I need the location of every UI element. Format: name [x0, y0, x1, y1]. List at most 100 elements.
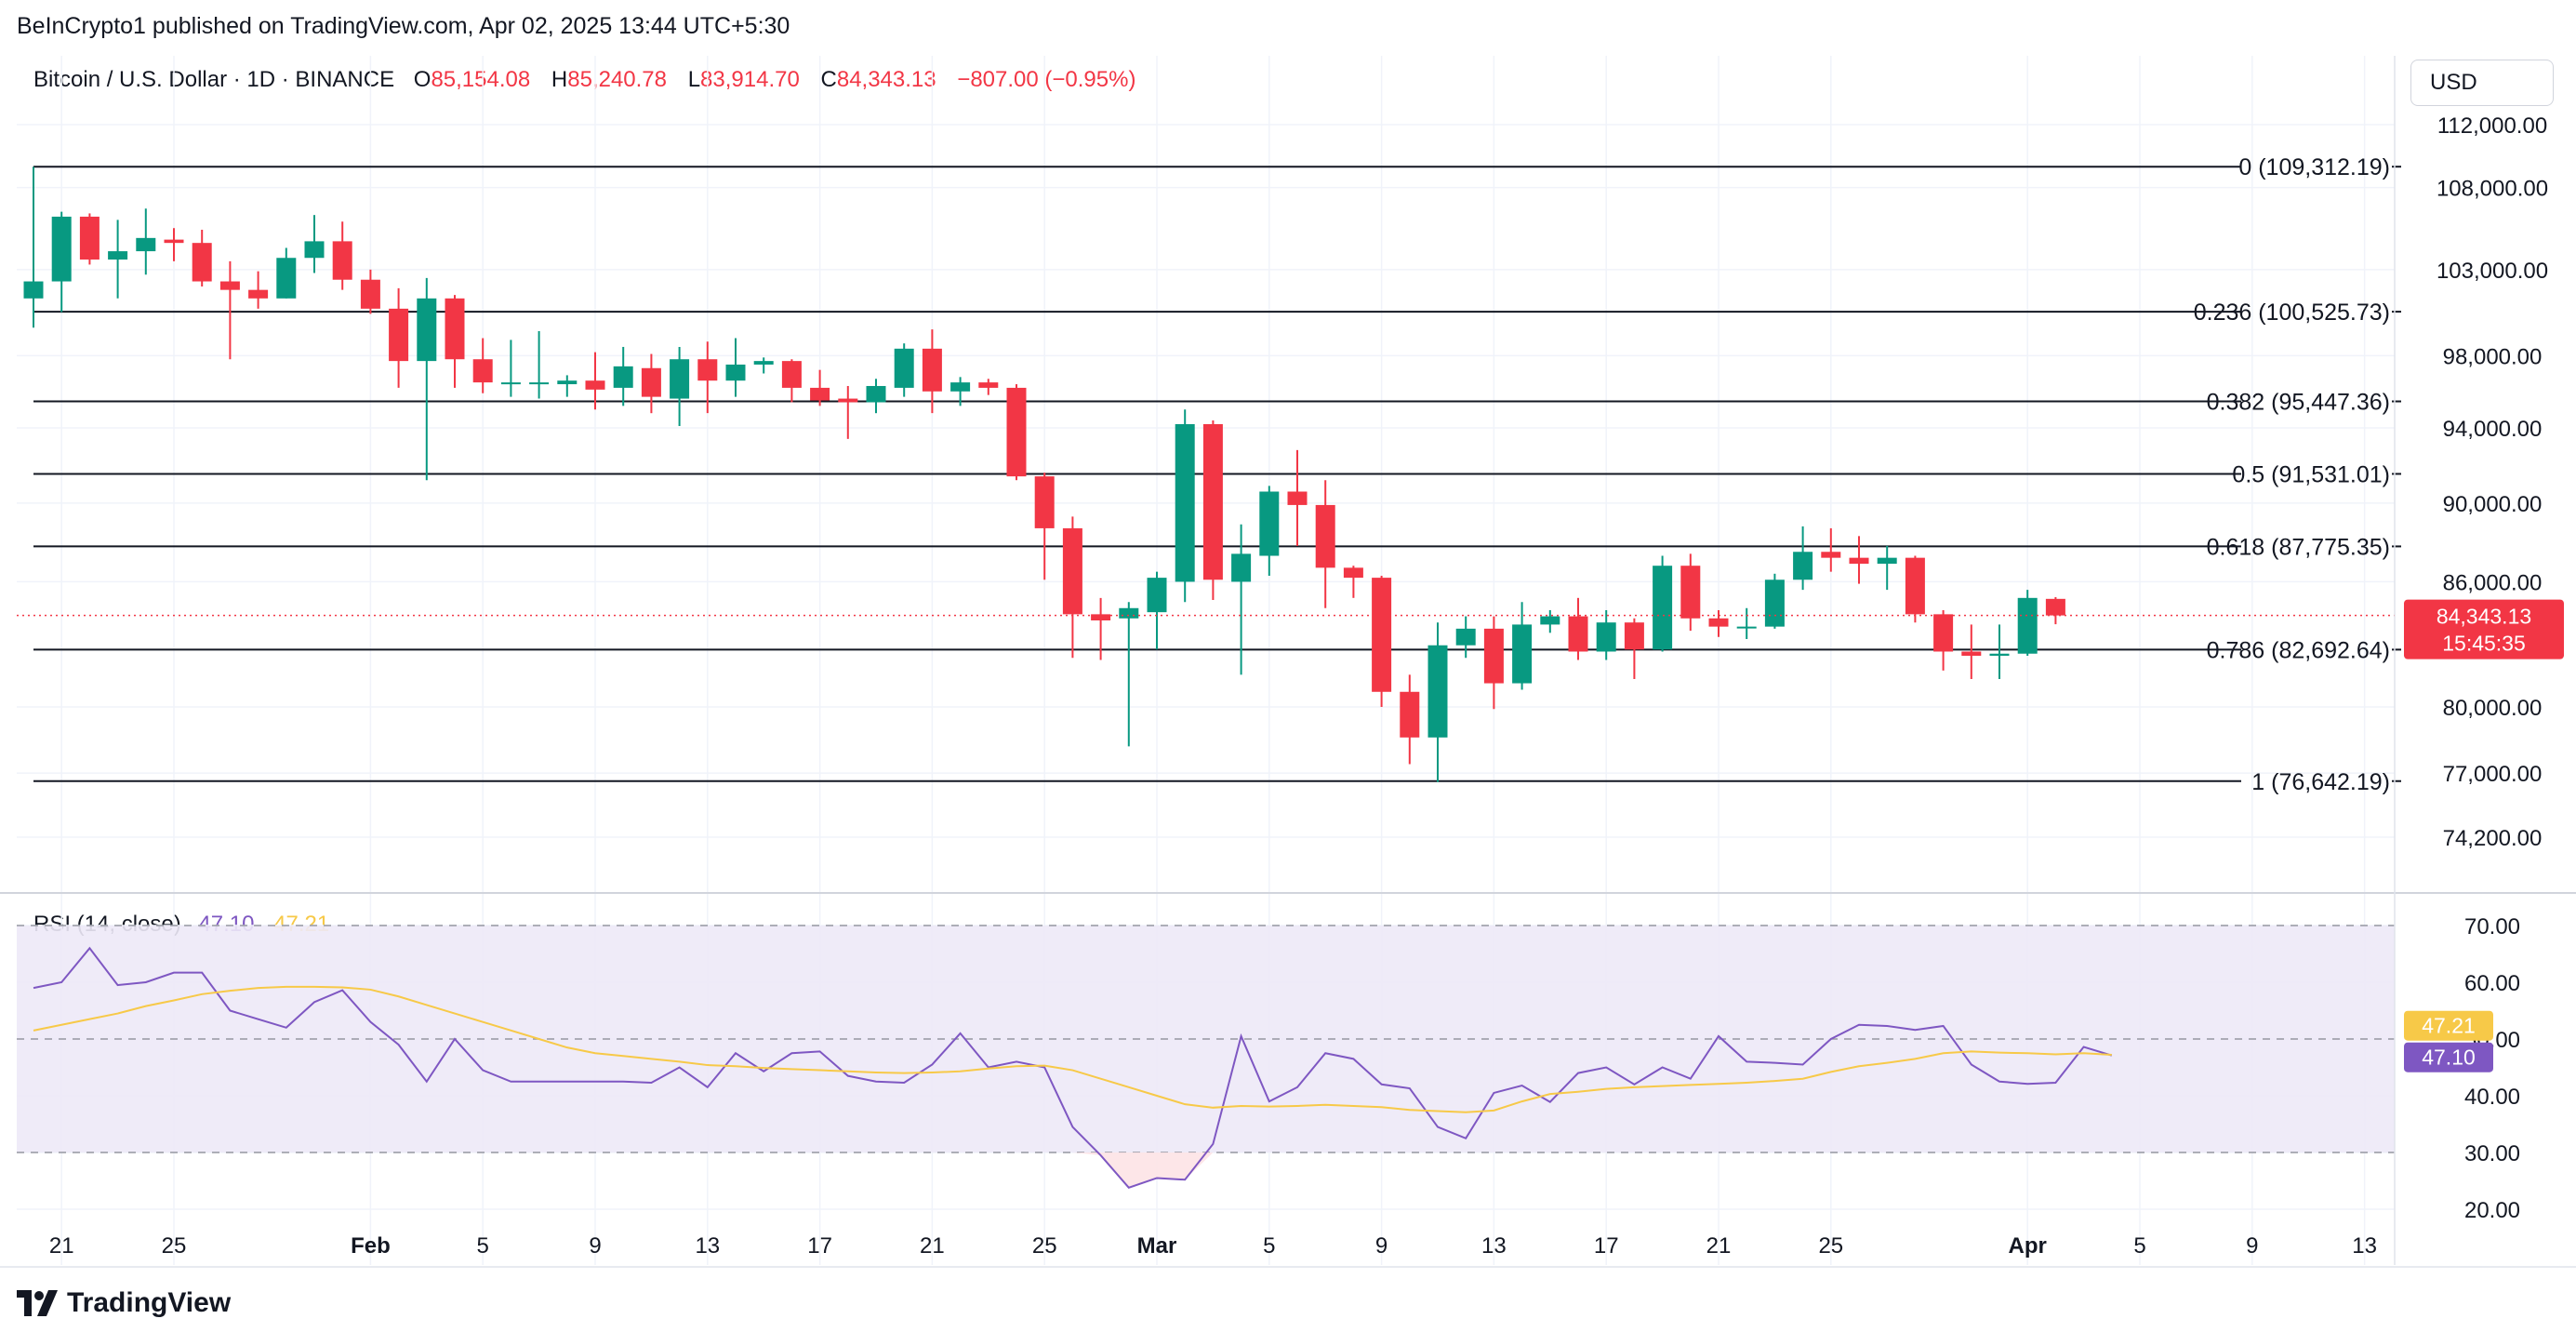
candle-body	[164, 239, 184, 244]
time-axis-label: 9	[2246, 1233, 2258, 1259]
rsi-axis-label: 30.00	[2464, 1141, 2520, 1166]
candle-body	[1793, 552, 1813, 580]
rsi-tag	[2404, 1042, 2493, 1072]
candle-body	[810, 387, 830, 401]
candle-body	[472, 359, 493, 383]
fib-level-label: 0.382 (95,447.36)	[2207, 390, 2390, 416]
candle-body	[1933, 614, 1954, 652]
candle-body	[1259, 491, 1280, 556]
time-axis-label: 5	[477, 1233, 489, 1259]
time-axis-label: 25	[1818, 1233, 1843, 1259]
fib-level-label: 0.786 (82,692.64)	[2207, 637, 2390, 663]
currency-button[interactable]: USD	[2410, 60, 2554, 106]
candle-body	[641, 367, 661, 397]
time-axis-label: 21	[920, 1233, 945, 1259]
candle-body	[894, 348, 914, 388]
time-axis-label: Apr	[2009, 1233, 2047, 1259]
candle-body	[613, 366, 633, 388]
time-axis-label: 13	[695, 1233, 720, 1259]
rsi-axis-label: 60.00	[2464, 971, 2520, 996]
price-axis-label: 98,000.00	[2443, 344, 2543, 369]
footer-brand[interactable]: TradingView	[17, 1287, 231, 1319]
candle-body	[417, 298, 437, 362]
candle-body	[1062, 527, 1082, 615]
candle-body	[529, 382, 550, 385]
price-axis-label: 80,000.00	[2443, 696, 2543, 721]
fib-level-label: 0.618 (87,775.35)	[2207, 534, 2390, 560]
candle-body	[1034, 476, 1055, 528]
price-axis-label: 94,000.00	[2443, 417, 2543, 442]
candle-body	[1427, 645, 1448, 738]
last-price-tag-value: 84,343.13	[2437, 605, 2531, 629]
low-value: 83,914.70	[700, 67, 800, 92]
candle-body	[360, 279, 380, 309]
candle-body	[1821, 552, 1841, 558]
candle-body	[500, 382, 521, 385]
candle-body	[1315, 504, 1335, 568]
candle-body	[978, 382, 999, 388]
candle-body	[1512, 624, 1533, 684]
last-price-tag-countdown: 15:45:35	[2442, 632, 2526, 656]
candle-body	[389, 308, 409, 362]
footer-brand-text: TradingView	[67, 1287, 232, 1318]
symbol-legend: Bitcoin / U.S. Dollar · 1D · BINANCE O 85…	[33, 67, 1150, 93]
candle-body	[753, 361, 774, 365]
close-value: 84,343.13	[836, 67, 936, 92]
candle-body	[219, 281, 240, 290]
candle-body	[1372, 578, 1392, 692]
rsi-axis-label: 70.00	[2464, 914, 2520, 939]
candle-body	[838, 398, 858, 403]
time-axis-label: 5	[1263, 1233, 1275, 1259]
time-axis-label: 13	[2352, 1233, 2377, 1259]
candle-body	[1877, 557, 1897, 565]
rsi-ma-line	[33, 985, 2112, 1113]
time-axis-label: 21	[1706, 1233, 1732, 1259]
candle-body	[248, 289, 269, 299]
candle-body	[866, 385, 886, 403]
time-axis-label: Mar	[1137, 1233, 1177, 1259]
fib-level-label: 1 (76,642.19)	[2251, 769, 2390, 795]
rsi-axis-label: 40.00	[2464, 1085, 2520, 1110]
price-axis-label: 112,000.00	[2437, 113, 2547, 139]
candle-body	[1736, 626, 1757, 629]
candle-body	[445, 298, 465, 360]
candle-body	[1680, 566, 1701, 619]
tradingview-logo-icon	[17, 1290, 58, 1316]
time-axis-label: 9	[589, 1233, 601, 1259]
candle-body	[1202, 423, 1223, 580]
candle-body	[192, 243, 212, 282]
candle-body	[1624, 622, 1644, 650]
candle-body	[725, 364, 746, 381]
time-axis-label: 17	[1594, 1233, 1619, 1259]
candle-body	[1905, 557, 1925, 615]
candle-body	[1287, 491, 1308, 505]
fib-level-label: 0.5 (91,531.01)	[2232, 461, 2390, 487]
candle-body	[79, 216, 100, 260]
candle-body	[1006, 387, 1027, 477]
time-axis-label: 9	[1375, 1233, 1388, 1259]
rsi-band	[17, 925, 2395, 1188]
candle-body	[108, 251, 128, 260]
candle-body	[585, 380, 605, 390]
high-value: 85,240.78	[567, 67, 668, 92]
candle-body	[332, 241, 352, 280]
candle-body	[1343, 567, 1363, 579]
candles	[17, 166, 2395, 782]
time-axis-label: 5	[2133, 1233, 2145, 1259]
candle-body	[1849, 557, 1869, 565]
rsi-ma-tag	[2404, 1010, 2493, 1041]
price-axis-label: 103,000.00	[2437, 259, 2548, 284]
open-key: O	[413, 67, 432, 92]
price-axis-label: 74,200.00	[2443, 826, 2543, 851]
fib-level-label: 0.236 (100,525.73)	[2194, 300, 2390, 326]
price-axis-label: 86,000.00	[2443, 570, 2543, 595]
candle-body	[51, 216, 72, 282]
candle-body	[1483, 628, 1504, 684]
time-axis-label: Feb	[351, 1233, 391, 1259]
last-price-tag	[2404, 599, 2564, 659]
candle-body	[1989, 653, 2010, 656]
symbol-name[interactable]: Bitcoin / U.S. Dollar · 1D · BINANCE	[33, 67, 395, 92]
candle-body	[670, 359, 690, 399]
candle-body	[1961, 651, 1982, 656]
